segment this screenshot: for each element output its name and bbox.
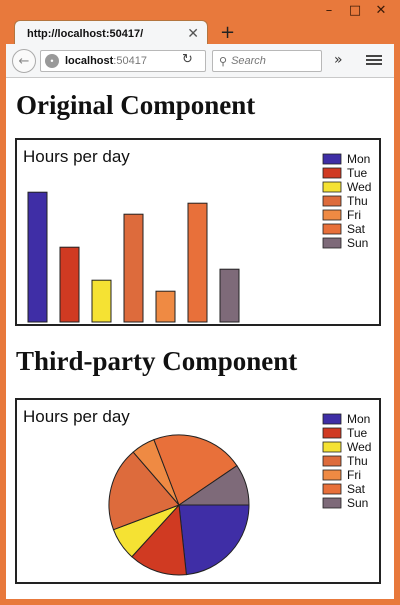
url-port: :50417	[113, 55, 147, 67]
legend-swatch-mon	[322, 413, 342, 425]
close-window-icon[interactable]: ✕	[375, 2, 387, 18]
legend-swatch-fri	[322, 209, 342, 221]
chart-title: Hours per day	[23, 147, 130, 166]
pie-slice-sun	[177, 465, 250, 506]
legend-swatch-fri	[322, 469, 342, 481]
page-content: Original Component Hours per day Mon Tue We…	[6, 78, 394, 599]
hamburger-menu-icon[interactable]	[366, 53, 382, 67]
legend-label-sat: Sat	[347, 222, 366, 236]
navigation-toolbar: ← • localhost:50417 ↻ ⚲ Search »	[6, 44, 394, 78]
browser-tab[interactable]: http://localhost:50417/ ✕	[14, 20, 208, 46]
legend-label-tue: Tue	[347, 166, 368, 180]
legend-swatch-wed	[322, 181, 342, 193]
legend-label-sun: Sun	[347, 496, 368, 510]
bar-chart-panel: Hours per day Mon Tue Wed Thu Fri Sat Sun	[15, 138, 381, 326]
legend-label-sun: Sun	[347, 236, 368, 250]
tab-title: http://localhost:50417/	[27, 27, 144, 40]
bar-sun	[219, 268, 240, 323]
legend-label-tue: Tue	[347, 426, 368, 440]
pie-slice-thu	[108, 451, 180, 531]
pie-slice-mon	[178, 504, 250, 576]
bar-sat	[187, 202, 208, 323]
heading-original-component: Original Component	[16, 90, 256, 120]
search-icon: ⚲	[219, 54, 228, 68]
url-bar[interactable]: • localhost:50417	[40, 50, 206, 72]
legend-swatch-sun	[322, 237, 342, 249]
legend-label-thu: Thu	[347, 194, 368, 208]
legend-swatch-sun	[322, 497, 342, 509]
legend-label-mon: Mon	[347, 412, 370, 426]
legend-label-mon: Mon	[347, 152, 370, 166]
legend-label-sat: Sat	[347, 482, 366, 496]
window-controls: – □ ✕	[316, 0, 394, 20]
bar-thu	[123, 213, 144, 323]
legend-label-fri: Fri	[347, 208, 361, 222]
reload-icon[interactable]: ↻	[182, 52, 193, 67]
legend-swatch-mon	[322, 153, 342, 165]
search-input[interactable]: ⚲ Search	[212, 50, 322, 72]
legend-swatch-sat	[322, 223, 342, 235]
back-arrow-icon[interactable]: ←	[12, 49, 36, 73]
search-placeholder: Search	[231, 55, 266, 67]
pie-slice-tue	[131, 503, 187, 576]
site-info-icon[interactable]: •	[45, 54, 59, 68]
legend-label-wed: Wed	[347, 440, 371, 454]
pie-chart-panel: Hours per day Mon Tue Wed Thu Fri Sat Sun	[15, 398, 381, 584]
bar-wed	[91, 279, 112, 323]
legend-label-wed: Wed	[347, 180, 371, 194]
legend-swatch-tue	[322, 427, 342, 439]
url-host: localhost	[65, 55, 114, 67]
legend-swatch-tue	[322, 167, 342, 179]
legend-swatch-wed	[322, 441, 342, 453]
bar-fri	[155, 290, 176, 323]
tab-strip: http://localhost:50417/ ✕ +	[0, 14, 400, 46]
minimize-icon[interactable]: –	[325, 2, 333, 18]
bar-mon	[27, 191, 48, 323]
legend-label-thu: Thu	[347, 454, 368, 468]
new-tab-icon[interactable]: +	[220, 22, 236, 43]
overflow-chevron-icon[interactable]: »	[334, 52, 343, 68]
pie-slice-sat	[153, 434, 238, 506]
bar-tue	[59, 246, 80, 323]
legend-swatch-thu	[322, 455, 342, 467]
chart-title: Hours per day	[23, 407, 130, 426]
legend-swatch-thu	[322, 195, 342, 207]
legend-swatch-sat	[322, 483, 342, 495]
maximize-icon[interactable]: □	[348, 2, 362, 18]
heading-third-party-component: Third-party Component	[16, 346, 298, 376]
close-tab-icon[interactable]: ✕	[187, 25, 199, 42]
legend-label-fri: Fri	[347, 468, 361, 482]
